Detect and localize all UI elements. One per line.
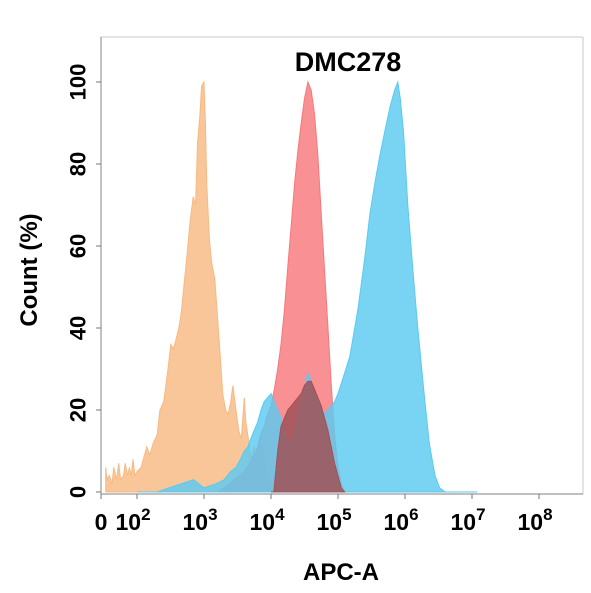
series-area-1 bbox=[105, 80, 280, 493]
y-tick-label: 0 bbox=[66, 486, 91, 498]
y-ticks: 0 20 40 60 80 100 bbox=[66, 64, 101, 498]
x-tick-label: 107 bbox=[450, 505, 485, 535]
x-tick-label: 105 bbox=[316, 505, 351, 535]
x-tick-label: 103 bbox=[182, 505, 217, 535]
x-tick-label: 0 bbox=[95, 509, 108, 535]
x-axis-label: APC-A bbox=[303, 559, 379, 586]
x-tick-label: 102 bbox=[115, 505, 150, 535]
y-tick-label: 60 bbox=[66, 234, 91, 258]
chart-title: DMC278 bbox=[295, 47, 402, 77]
y-tick-label: 40 bbox=[66, 316, 91, 340]
series-layer bbox=[105, 80, 478, 493]
y-tick-label: 80 bbox=[66, 152, 91, 176]
y-axis-label: Count (%) bbox=[16, 213, 43, 326]
series-area-4 bbox=[271, 380, 346, 493]
x-tick-label: 104 bbox=[249, 505, 285, 535]
y-tick-label: 20 bbox=[66, 398, 91, 422]
x-tick-label: 108 bbox=[517, 505, 552, 535]
x-tick-label: 106 bbox=[383, 505, 418, 535]
x-ticks: 0 102 103 104 105 106 107 108 bbox=[95, 494, 553, 535]
y-tick-label: 100 bbox=[66, 64, 91, 101]
